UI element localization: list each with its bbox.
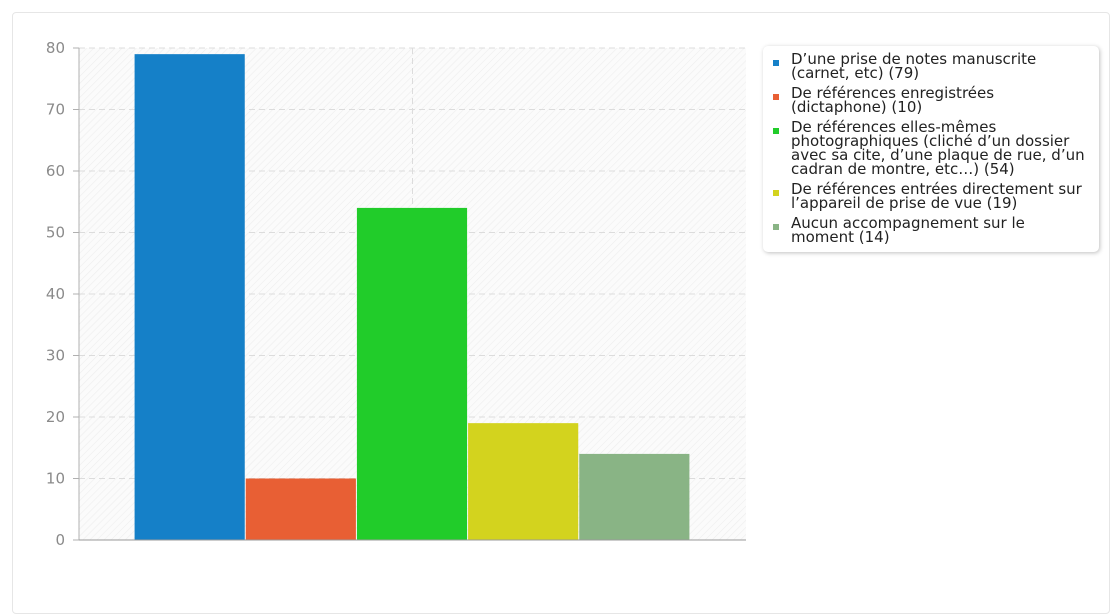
bar-2[interactable] — [245, 478, 356, 541]
legend-swatch — [773, 128, 779, 134]
bar-5[interactable] — [579, 453, 690, 540]
bar-3[interactable] — [356, 207, 468, 540]
axes: 0 10 20 30 40 50 60 70 80 — [46, 39, 746, 549]
y-tick-label: 60 — [46, 162, 65, 180]
legend-swatch — [773, 224, 779, 230]
legend-item[interactable]: D’une prise de notes manuscrite (carnet,… — [773, 50, 1089, 82]
bar-4[interactable] — [468, 423, 579, 540]
legend-item[interactable]: De références elles-mêmes photographique… — [773, 118, 1089, 178]
legend-label: Aucun accompagnement sur le moment (14) — [791, 214, 1025, 246]
y-tick-label: 50 — [46, 224, 65, 242]
legend-item[interactable]: De références enregistrées (dictaphone) … — [773, 84, 1089, 116]
bars — [134, 54, 690, 541]
legend-swatch — [773, 94, 779, 100]
y-tick-label: 10 — [46, 470, 65, 488]
bar-1[interactable] — [134, 54, 245, 541]
legend-label: De références entrées directement sur l’… — [791, 180, 1082, 212]
y-tick-label: 30 — [46, 347, 65, 365]
legend-label: D’une prise de notes manuscrite (carnet,… — [791, 50, 1037, 82]
legend-swatch — [773, 190, 779, 196]
legend-item[interactable]: Aucun accompagnement sur le moment (14) — [773, 214, 1089, 246]
legend-label: De références enregistrées (dictaphone) … — [791, 84, 995, 116]
y-tick-label: 0 — [55, 531, 65, 549]
chart-legend: D’une prise de notes manuscrite (carnet,… — [763, 46, 1099, 252]
y-tick-label: 20 — [46, 408, 65, 426]
legend-item[interactable]: De références entrées directement sur l’… — [773, 180, 1089, 212]
legend-label: De références elles-mêmes photographique… — [791, 118, 1085, 178]
y-tick-label: 70 — [46, 101, 65, 119]
legend-swatch — [773, 60, 779, 66]
y-tick-label: 80 — [46, 39, 65, 57]
y-tick-label: 40 — [46, 285, 65, 303]
